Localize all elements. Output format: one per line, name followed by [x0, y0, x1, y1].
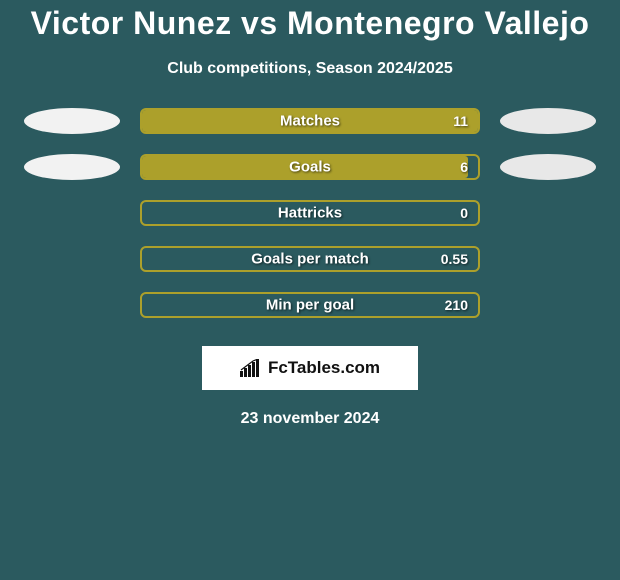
stat-row: Min per goal 210	[0, 292, 620, 318]
stat-bar: Matches 11	[140, 108, 480, 134]
left-ellipse	[24, 246, 120, 272]
left-ellipse	[24, 200, 120, 226]
page-subtitle: Club competitions, Season 2024/2025	[0, 60, 620, 78]
right-ellipse	[500, 246, 596, 272]
stat-bar: Min per goal 210	[140, 292, 480, 318]
stat-value: 0	[460, 205, 468, 221]
stat-bar: Goals 6	[140, 154, 480, 180]
stat-label: Goals	[289, 159, 331, 176]
stat-value: 11	[453, 113, 468, 129]
left-ellipse	[24, 292, 120, 318]
brand-badge: FcTables.com	[202, 346, 418, 390]
right-ellipse	[500, 292, 596, 318]
stat-label: Hattricks	[278, 205, 342, 222]
page-title: Victor Nunez vs Montenegro Vallejo	[0, 5, 620, 42]
stat-row: Matches 11	[0, 108, 620, 134]
comparison-card: Victor Nunez vs Montenegro Vallejo Club …	[0, 0, 620, 428]
left-ellipse	[24, 154, 120, 180]
chart-bars-icon	[240, 359, 262, 377]
stat-value: 0.55	[441, 251, 468, 267]
date-text: 23 november 2024	[0, 410, 620, 428]
brand-text: FcTables.com	[268, 358, 380, 378]
stat-label: Min per goal	[266, 297, 354, 314]
stat-row: Goals per match 0.55	[0, 246, 620, 272]
right-ellipse	[500, 108, 596, 134]
stat-bar: Goals per match 0.55	[140, 246, 480, 272]
right-ellipse	[500, 200, 596, 226]
stat-value: 210	[445, 297, 468, 313]
stat-row: Hattricks 0	[0, 200, 620, 226]
stat-bar: Hattricks 0	[140, 200, 480, 226]
stat-rows: Matches 11 Goals 6 Hattricks 0 Goals per match…	[0, 108, 620, 318]
stat-row: Goals 6	[0, 154, 620, 180]
right-ellipse	[500, 154, 596, 180]
stat-label: Matches	[280, 113, 340, 130]
left-ellipse	[24, 108, 120, 134]
stat-label: Goals per match	[251, 251, 369, 268]
stat-value: 6	[460, 159, 468, 175]
